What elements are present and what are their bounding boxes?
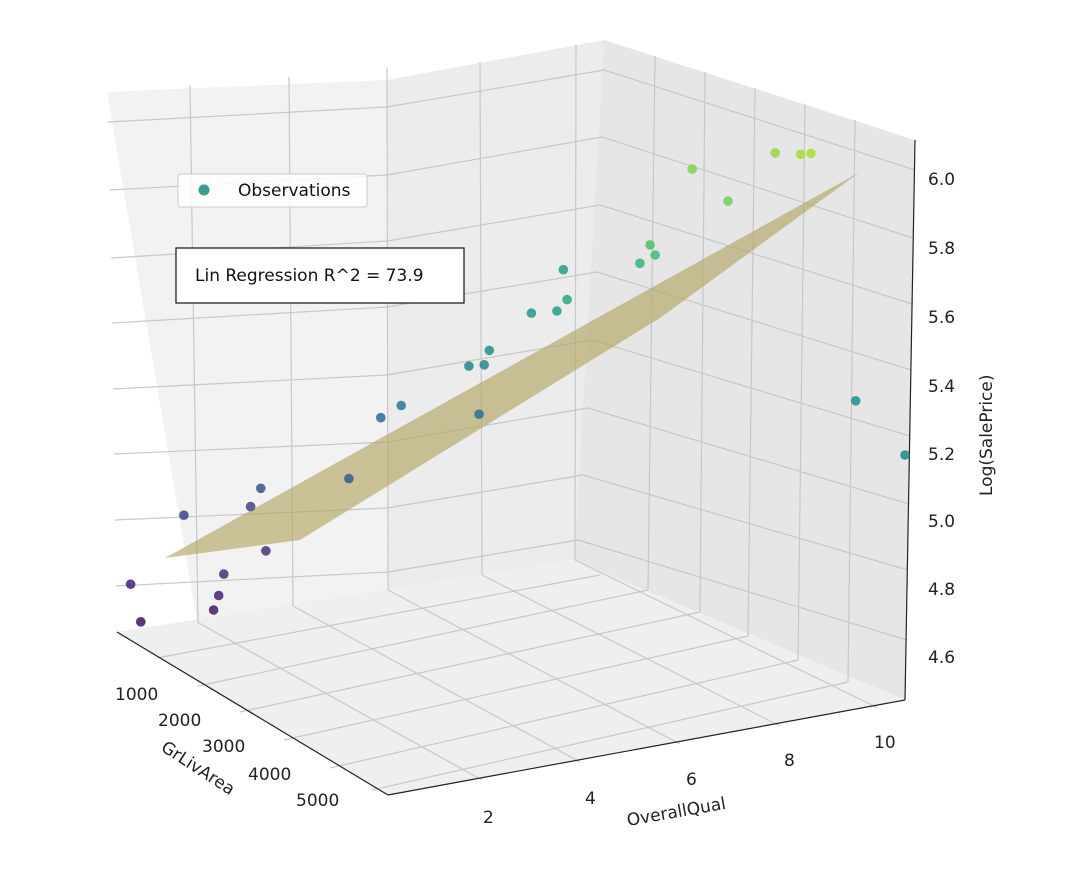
y-tick-label: 10	[874, 733, 896, 753]
scatter-point	[376, 412, 386, 423]
scatter-point	[479, 360, 490, 370]
x-tick-label: 5000	[296, 791, 339, 811]
y-tick-labels: 2 4 6 8 10	[483, 733, 896, 828]
scatter-point	[900, 450, 910, 460]
z-axis-label: Log(SalePrice)	[977, 375, 997, 497]
scatter-point	[344, 473, 354, 484]
legend: Observations	[177, 173, 368, 208]
scatter-point	[484, 345, 495, 356]
scatter-point	[806, 148, 816, 159]
legend-label: Observations	[238, 181, 351, 201]
y-axis-line	[387, 699, 906, 796]
right-pane	[574, 40, 915, 700]
z-axis-line	[904, 139, 916, 701]
z-tick-label: 5.0	[928, 512, 955, 532]
x-axis-line	[116, 631, 389, 796]
scatter-point	[255, 483, 266, 494]
y-tick-label: 2	[483, 808, 494, 828]
y-tick-label: 6	[686, 770, 697, 790]
scatter-point	[795, 149, 806, 160]
legend-box	[177, 173, 368, 208]
legend-marker	[198, 184, 210, 196]
scatter-point	[213, 590, 224, 601]
scatter-point	[562, 294, 572, 305]
axis-lines	[116, 139, 916, 796]
scatter-point	[179, 510, 189, 520]
scatter-point	[125, 579, 136, 589]
z-tick-label: 4.6	[928, 648, 955, 668]
scatter-point	[723, 196, 733, 206]
x-tick-labels: 1000 2000 3000 4000 5000	[115, 685, 339, 811]
back-pane	[387, 40, 604, 590]
z-tick-labels: 4.6 4.8 5.0 5.2 5.4 5.6 5.8 6.0	[928, 170, 955, 668]
scatter-point	[526, 308, 537, 318]
z-tick-label: 5.6	[928, 308, 955, 328]
scatter-point	[464, 361, 474, 371]
z-tick-label: 5.8	[928, 239, 955, 259]
scatter-point	[770, 148, 780, 158]
z-tick-label: 5.2	[928, 445, 955, 465]
scatter-point	[687, 164, 697, 174]
x-tick-label: 3000	[202, 737, 245, 757]
scatter-point	[552, 306, 562, 316]
scatter-point	[650, 250, 660, 260]
scatter-point	[645, 240, 655, 250]
scatter-point	[474, 409, 484, 420]
z-tick-label: 5.4	[928, 377, 955, 397]
scatter-point	[261, 546, 271, 556]
annotation: Lin Regression R^2 = 73.9	[175, 247, 465, 304]
z-tick-label: 4.8	[928, 580, 955, 600]
regression-plane	[165, 172, 860, 558]
x-tick-label: 4000	[248, 765, 291, 785]
scatter-point	[558, 264, 569, 275]
scatter-point	[850, 396, 861, 406]
scatter-point	[208, 605, 219, 615]
x-tick-label: 1000	[115, 685, 158, 705]
scatter-point	[396, 400, 407, 411]
scatter-point	[219, 569, 229, 579]
floor-pane	[117, 560, 905, 795]
annotation-text: Lin Regression R^2 = 73.9	[195, 266, 424, 286]
scatter-point	[245, 501, 256, 512]
z-tick-label: 6.0	[928, 170, 955, 190]
scatter-point	[635, 258, 645, 269]
y-tick-label: 4	[585, 789, 596, 809]
axes-panes	[107, 40, 915, 795]
scatter-points	[125, 148, 910, 627]
y-axis-label: OverallQual	[625, 794, 727, 831]
x-tick-label: 2000	[158, 711, 201, 731]
y-tick-label: 8	[784, 751, 795, 771]
annotation-box	[175, 247, 465, 304]
scatter-point	[136, 617, 146, 627]
